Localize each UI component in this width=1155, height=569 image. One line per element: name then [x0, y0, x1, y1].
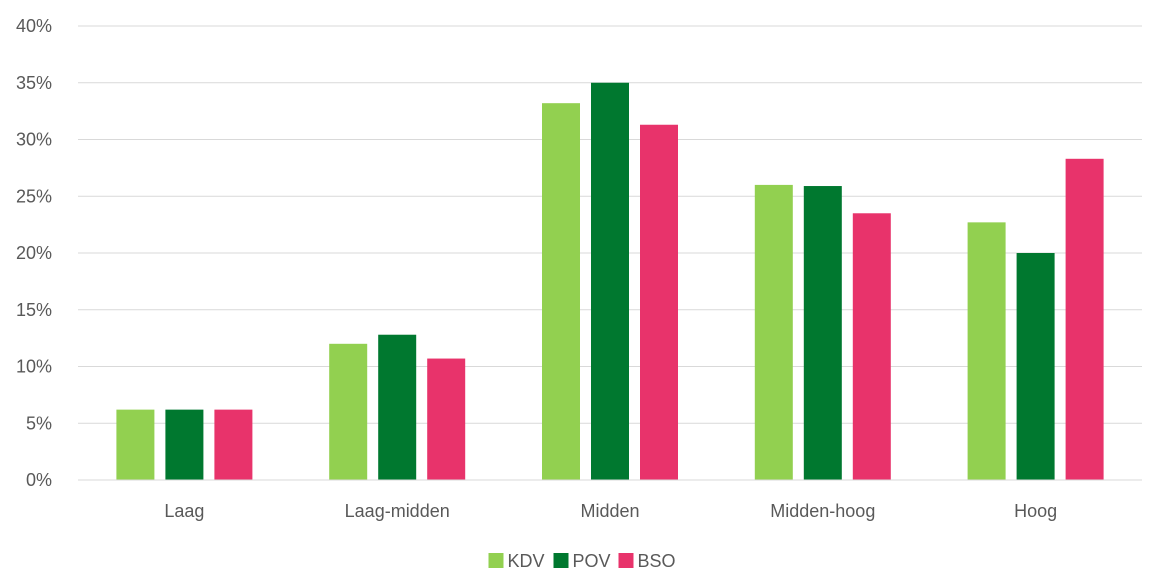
y-tick-label: 30%: [16, 130, 52, 150]
bar-kdv-midden-hoog: [754, 184, 793, 480]
y-tick-label: 25%: [16, 186, 52, 206]
legend: KDV POV BSO: [488, 551, 676, 569]
legend-swatch: [618, 553, 634, 568]
legend-item-kdv: KDV: [488, 551, 545, 569]
bar-bso-hoog: [1065, 158, 1104, 481]
x-tick-label: Hoog: [1014, 501, 1057, 521]
x-tick-label: Laag-midden: [345, 501, 450, 521]
bar-pov-laag: [165, 409, 204, 480]
y-axis-labels: 0% 5% 10% 15% 20% 25% 30% 35% 40%: [16, 16, 52, 490]
y-tick-label: 40%: [16, 16, 52, 36]
bar-bso-laag-midden: [427, 358, 466, 480]
bar-pov-midden-hoog: [803, 186, 842, 480]
y-tick-label: 10%: [16, 357, 52, 377]
x-tick-label: Laag: [164, 501, 204, 521]
bar-kdv-midden: [542, 103, 580, 481]
x-tick-label: Midden: [580, 501, 639, 521]
x-axis-labels: Laag Laag-midden Midden Midden-hoog Hoog: [164, 501, 1057, 521]
bar-kdv-laag-midden: [329, 343, 368, 480]
legend-item-bso: BSO: [618, 551, 676, 569]
bar-bso-midden: [640, 124, 678, 481]
legend-swatch: [553, 553, 569, 568]
legend-item-pov: POV: [553, 551, 611, 569]
bar-kdv-laag: [116, 409, 155, 480]
bar-pov-hoog: [1016, 253, 1055, 480]
legend-label: BSO: [638, 551, 676, 569]
bar-pov-laag-midden: [378, 334, 417, 480]
bar-pov-midden: [591, 82, 629, 480]
x-tick-label: Midden-hoog: [770, 501, 875, 521]
legend-label: POV: [573, 551, 611, 569]
bar-kdv-hoog: [967, 222, 1006, 481]
y-tick-label: 20%: [16, 243, 52, 263]
legend-label: KDV: [508, 551, 545, 569]
legend-swatch: [488, 553, 504, 568]
bar-bso-laag: [214, 409, 253, 480]
y-tick-label: 5%: [26, 413, 52, 433]
y-tick-label: 15%: [16, 300, 52, 320]
y-tick-label: 0%: [26, 470, 52, 490]
bar-bso-midden-hoog: [852, 213, 891, 480]
bars: [116, 82, 1104, 481]
y-tick-label: 35%: [16, 73, 52, 93]
